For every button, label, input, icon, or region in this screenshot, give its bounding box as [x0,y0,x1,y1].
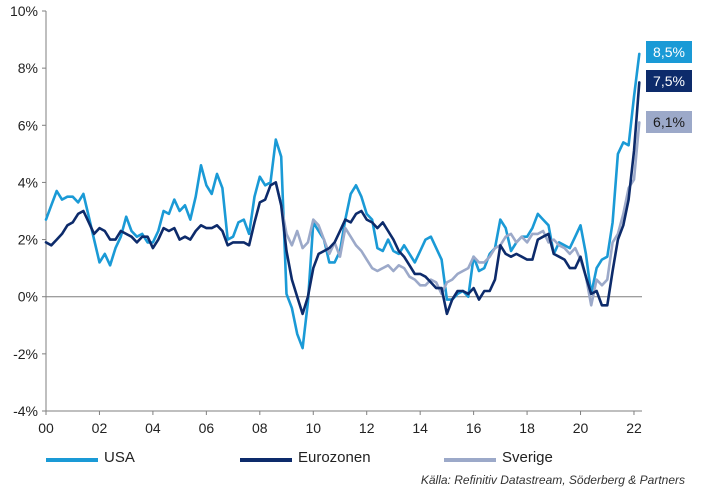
x-tick-label: 00 [38,420,54,436]
x-tick-label: 10 [305,420,321,436]
end-label-box-sverige [646,111,692,133]
end-label-sverige: 6,1% [653,114,685,130]
series-line-sverige [274,121,641,307]
y-tick-label: 4% [18,174,38,190]
axes: -4% -2% 0% 2% 4% 6% 8% 10% 00 02 04 06 08 10 12 14 16 18 2… [10,3,642,436]
x-tick-label: 12 [359,420,375,436]
y-tick-label: 6% [18,117,38,133]
end-labels: 8,5% 7,5% 6,1% [646,41,692,133]
y-tick-label: 2% [18,232,38,248]
legend-label-sverige: Sverige [502,449,553,466]
y-tick-label: 0% [18,289,38,305]
end-label-usa: 8,5% [653,44,685,60]
x-tick-label: 16 [466,420,482,436]
legend-swatch-usa [46,458,98,462]
source-note: Källa: Refinitiv Datastream, Söderberg &… [420,473,685,487]
x-tick-label: 02 [92,420,108,436]
x-tick-label: 22 [626,420,642,436]
inflation-chart: -4% -2% 0% 2% 4% 6% 8% 10% 00 02 04 06 08 10 12 14 16 18 2… [10,3,692,436]
y-tick-label: -2% [13,346,38,362]
end-label-box-usa [646,41,692,63]
x-tick-label: 14 [412,420,428,436]
y-tick-label: 10% [10,3,38,19]
x-tick-label: 06 [199,420,215,436]
end-label-eurozonen: 7,5% [653,73,685,89]
series-line-eurozonen [44,81,641,316]
x-tick-label: 20 [573,420,589,436]
x-tick-label: 18 [519,420,535,436]
end-label-box-eurozonen [646,70,692,92]
series-layer [44,52,641,350]
y-tick-label: 8% [18,60,38,76]
y-tick-label: -4% [13,403,38,419]
series-line-usa [44,52,641,350]
x-tick-label: 04 [145,420,161,436]
legend-label-usa: USA [104,449,135,466]
legend-swatch-eurozonen [240,458,292,462]
legend-swatch-sverige [444,458,496,462]
x-tick-label: 08 [252,420,268,436]
legend-label-eurozonen: Eurozonen [298,449,371,466]
